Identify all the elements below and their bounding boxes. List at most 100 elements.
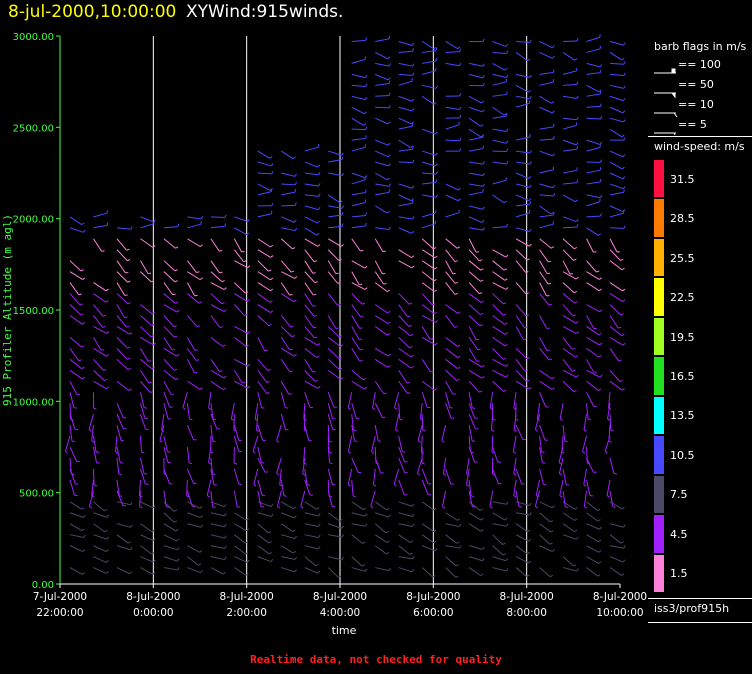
wind-barb xyxy=(398,106,413,112)
wind-barb xyxy=(469,183,484,187)
wind-barb-flag xyxy=(407,392,411,394)
wind-barb xyxy=(163,534,177,542)
wind-barb xyxy=(421,271,435,282)
wind-barb-flag xyxy=(573,564,577,567)
wind-barb-flag xyxy=(597,574,601,577)
wind-barb-flag xyxy=(341,525,344,529)
wind-barb-flag xyxy=(152,572,156,575)
wind-barb xyxy=(69,369,83,380)
barb-flag-samples xyxy=(654,68,678,136)
wind-barb-flag xyxy=(153,219,156,223)
wind-barb xyxy=(351,192,366,196)
wind-barb xyxy=(583,468,588,485)
wind-barb-flag xyxy=(388,567,391,571)
wind-barb-flag xyxy=(575,536,579,540)
wind-barb xyxy=(419,403,423,420)
wind-barb xyxy=(586,512,599,522)
wind-barb-flag xyxy=(386,540,390,543)
wind-barb-flag xyxy=(513,495,517,498)
wind-barb xyxy=(234,325,248,334)
wind-barb xyxy=(539,337,548,351)
wind-barb xyxy=(327,413,334,430)
wind-barb-flag xyxy=(433,311,437,315)
wind-barb xyxy=(609,191,624,196)
wind-barb-flag xyxy=(387,365,391,368)
wind-barb-flag xyxy=(243,260,247,263)
wind-barb xyxy=(116,227,131,230)
wind-barb xyxy=(210,359,221,372)
wind-barb xyxy=(257,337,266,351)
wind-barb xyxy=(163,567,178,571)
wind-barb xyxy=(234,512,247,521)
wind-barb-flag xyxy=(433,507,437,511)
y-tick-label: 2500.00 xyxy=(13,123,54,134)
wind-barb xyxy=(421,95,435,105)
wind-barb-flag xyxy=(548,282,552,285)
wind-barb-flag xyxy=(622,98,626,102)
wind-barb xyxy=(140,271,152,283)
wind-barb xyxy=(562,512,575,521)
wind-barb xyxy=(257,534,270,544)
wind-barb xyxy=(586,36,601,42)
wind-barb-flag xyxy=(245,573,249,576)
wind-barb xyxy=(586,215,601,218)
wind-barb-flag xyxy=(482,183,485,187)
wind-barb xyxy=(351,380,365,390)
wind-barb-flag xyxy=(364,387,368,390)
wind-barb xyxy=(304,238,318,247)
wind-barb-flag xyxy=(337,303,341,306)
wind-barb xyxy=(257,260,269,272)
wind-barb-flag xyxy=(505,44,509,47)
wind-barb xyxy=(351,326,360,340)
wind-barb xyxy=(398,370,408,384)
wind-barb xyxy=(281,191,296,196)
wind-barb-flag xyxy=(371,451,375,454)
wind-barb-flag xyxy=(175,246,179,249)
wind-barb xyxy=(186,424,194,441)
wind-barb xyxy=(515,567,528,577)
wind-barb xyxy=(398,457,406,473)
wind-barb xyxy=(398,534,411,544)
wind-barb xyxy=(210,369,225,379)
wind-barb-flag xyxy=(266,392,270,394)
wind-barb-flag xyxy=(223,287,227,290)
wind-barb xyxy=(116,545,131,551)
wind-barb xyxy=(609,457,615,474)
wind-barb xyxy=(539,545,553,553)
y-tick-label: 0.00 xyxy=(32,580,54,591)
wind-barb xyxy=(539,126,554,130)
wind-barb-flag xyxy=(597,519,601,522)
wind-barb-flag xyxy=(526,357,530,360)
wind-barb-flag xyxy=(479,292,483,295)
wind-barb xyxy=(562,271,577,280)
wind-barb xyxy=(469,62,483,67)
wind-barb xyxy=(328,172,343,177)
wind-barb xyxy=(609,205,624,213)
wind-barb xyxy=(515,523,528,533)
wind-barb xyxy=(351,282,366,290)
wind-barb-flag xyxy=(574,301,578,304)
wind-barb xyxy=(140,216,154,223)
wind-barb-flag xyxy=(454,326,458,328)
wind-barb xyxy=(116,358,129,370)
wind-barb-flag xyxy=(383,392,387,395)
wind-barb xyxy=(140,370,150,384)
wind-barb xyxy=(539,315,548,329)
wind-barb xyxy=(562,337,573,350)
colorbar-swatch xyxy=(654,357,664,395)
wind-barb xyxy=(92,468,95,485)
wind-barb-flag xyxy=(470,451,474,454)
wind-barb-flag xyxy=(316,507,320,510)
wind-barb-flag xyxy=(472,506,476,508)
wind-barb xyxy=(445,556,457,567)
wind-barb xyxy=(304,359,314,373)
wind-barb-flag xyxy=(435,320,439,323)
wind-barb-flag xyxy=(502,357,506,360)
wind-barb xyxy=(536,403,541,420)
wind-barb-flag xyxy=(80,313,84,316)
wind-barb-flag xyxy=(151,323,155,326)
wind-barb-flag xyxy=(572,347,576,350)
wind-barb-flag xyxy=(268,541,272,544)
wind-barb-flag xyxy=(529,502,532,506)
wind-barb-flag xyxy=(551,549,555,552)
